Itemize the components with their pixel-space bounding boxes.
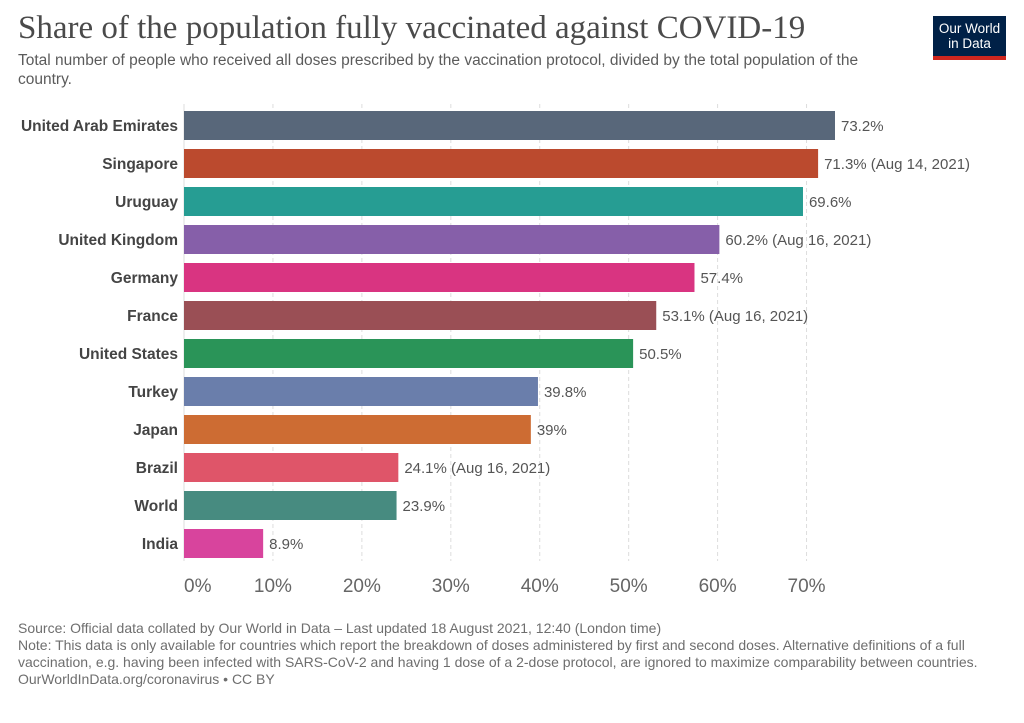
logo-line-2: in Data	[948, 36, 991, 51]
category-label: Uruguay	[115, 194, 178, 211]
value-label: 39%	[537, 422, 567, 439]
bar	[184, 339, 634, 368]
category-label: United States	[79, 346, 178, 363]
x-tick-label: 40%	[521, 576, 559, 597]
value-label: 53.1% (Aug 16, 2021)	[662, 308, 808, 325]
value-label: 24.1% (Aug 16, 2021)	[404, 460, 550, 477]
chart-title: Share of the population fully vaccinated…	[18, 10, 806, 46]
category-label: United Arab Emirates	[21, 118, 178, 135]
value-label: 50.5%	[639, 346, 682, 363]
category-label: Turkey	[128, 384, 178, 401]
category-label: Brazil	[136, 460, 178, 477]
source-link[interactable]: OurWorldInData.org/coronavirus • CC BY	[18, 671, 275, 687]
category-label: World	[134, 498, 178, 515]
bar	[184, 377, 538, 406]
bar	[184, 263, 695, 292]
bar	[184, 529, 264, 558]
bar-chart: United Arab Emirates 73.2% Singapore 71.3% …	[21, 104, 970, 597]
chart-footer: Source: Official data collated by Our Wo…	[18, 620, 1008, 688]
value-label: 8.9%	[269, 536, 303, 553]
x-tick-label: 0%	[184, 576, 212, 597]
bar	[184, 111, 835, 140]
x-tick-label: 30%	[432, 576, 470, 597]
value-label: 69.6%	[809, 194, 852, 211]
bar	[184, 491, 397, 520]
source-note: Source: Official data collated by Our Wo…	[18, 620, 662, 636]
category-label: Japan	[133, 422, 178, 439]
x-tick-label: 60%	[699, 576, 737, 597]
category-label: Singapore	[102, 156, 178, 173]
value-label: 71.3% (Aug 14, 2021)	[824, 156, 970, 173]
category-label: France	[127, 308, 178, 325]
bar	[184, 415, 531, 444]
owid-logo[interactable]: Our World in Data	[933, 16, 1006, 60]
logo-line-1: Our World	[938, 21, 1001, 36]
bar	[184, 187, 803, 216]
category-label: United Kingdom	[58, 232, 178, 249]
methodology-note: Note: This data is only available for co…	[18, 637, 978, 670]
x-tick-label: 10%	[254, 576, 292, 597]
bar	[184, 301, 657, 330]
x-tick-label: 20%	[343, 576, 381, 597]
value-label: 23.9%	[403, 498, 446, 515]
x-tick-label: 50%	[610, 576, 648, 597]
bar	[184, 225, 720, 254]
bar	[184, 453, 399, 482]
value-label: 73.2%	[841, 118, 884, 135]
bar	[184, 149, 819, 178]
x-tick-label: 70%	[788, 576, 826, 597]
value-label: 57.4%	[700, 270, 743, 287]
category-label: India	[142, 536, 179, 553]
chart-subtitle: Total number of people who received all …	[18, 52, 859, 88]
category-label: Germany	[111, 270, 179, 287]
value-label: 39.8%	[544, 384, 587, 401]
value-label: 60.2% (Aug 16, 2021)	[725, 232, 871, 249]
